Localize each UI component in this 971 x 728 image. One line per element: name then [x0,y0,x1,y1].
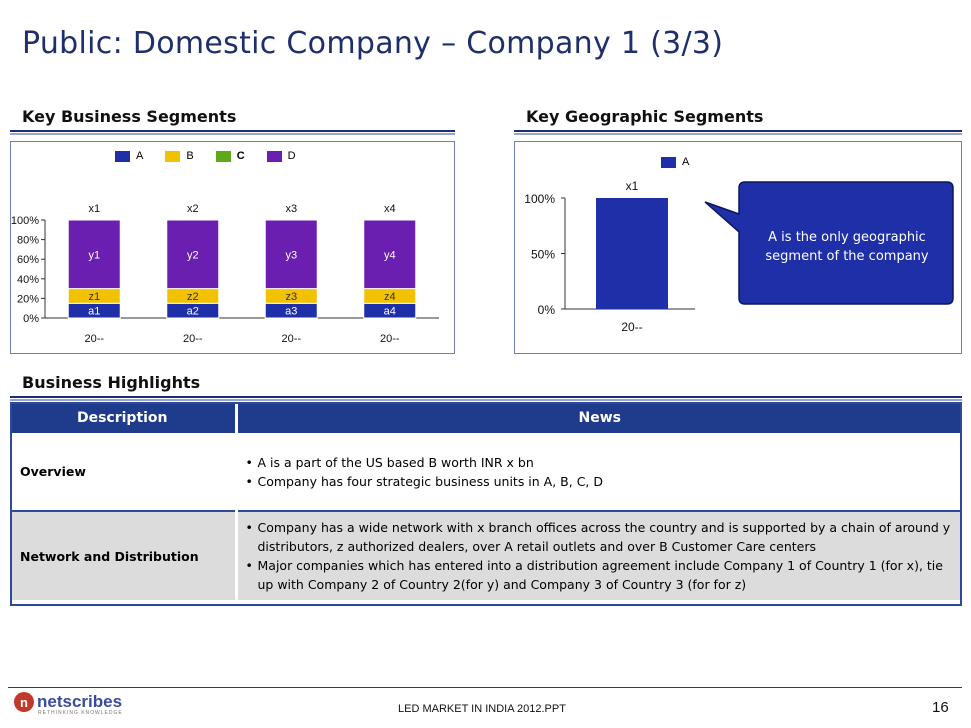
table-row: Network and Distribution Company has a w… [10,511,962,600]
x-tick-label: 20-- [183,333,203,345]
bar-total-label: x1 [88,203,100,215]
legend-item-a: A [115,150,143,162]
bar-segment-label: a1 [88,306,100,318]
bar-segment-label: y3 [285,249,297,261]
legend-swatch-d [266,150,282,162]
legend-label-geo-a: A [682,156,690,168]
slide-title: Public: Domestic Company – Company 1 (3/… [22,26,724,61]
header-news: News [236,402,962,433]
news-bullet: Major companies which has entered into a… [246,556,953,594]
legend-swatch-a [115,150,130,162]
y-tick-label: 60% [17,254,39,266]
geographic-segments-panel: A 0% 50% 100% x1 20-- A is the only geograph… [514,141,962,354]
news-list: Company has a wide network with x branch… [246,518,953,594]
y-tick-label: 20% [17,293,39,305]
bar-total-label: x1 [626,179,639,193]
legend-swatch-geo-a [661,156,676,168]
y-tick-label: 0% [538,303,556,317]
highlights-table: Description News Overview A is a part of… [10,402,962,600]
bar-segment-label: y2 [187,249,199,261]
page-number: 16 [932,699,949,716]
news-bullet: Company has a wide network with x branch… [246,518,953,556]
legend-swatch-c [215,150,231,162]
business-segments-heading: Key Business Segments [22,107,237,126]
bar-segment-label: a4 [384,306,396,318]
y-tick-label: 50% [531,248,555,262]
geographic-chart-legend: A [661,156,711,168]
y-tick-label: 40% [17,274,39,286]
y-tick-label: 0% [23,313,39,325]
legend-label-a: A [136,150,144,162]
business-highlights-heading: Business Highlights [22,373,201,392]
callout-shape [704,181,954,305]
business-segments-panel: A B C D 0% 20% 40% 60% 80% 100% a1 z1 y1 x1 20-- a2… [10,141,455,354]
stacked-bar-segment [264,219,318,290]
legend-label-d: D [287,150,296,162]
bar-segment-label: a2 [187,306,199,318]
news-list: A is a part of the US based B worth INR … [246,453,953,491]
legend-label-b: B [186,150,194,162]
bar-segment-label: z3 [285,291,297,303]
y-tick-label: 80% [17,235,39,247]
row-news-network: Company has a wide network with x branch… [236,511,962,600]
bar-total-label: x4 [384,203,396,215]
footer-rule [8,687,962,688]
row-news-overview: A is a part of the US based B worth INR … [236,433,962,512]
stacked-bar-segment [363,219,417,290]
bar-total-label: x3 [285,203,297,215]
header-description: Description [10,402,238,433]
logo-icon: n [14,692,34,712]
bar-segment-label: y1 [88,249,100,261]
news-bullet: A is a part of the US based B worth INR … [246,453,953,472]
business-highlights-rule [10,396,962,401]
logo-name: netscribes [37,692,123,711]
footer-filename: LED MARKET IN INDIA 2012.PPT [398,703,566,715]
legend-swatch-b [165,150,181,162]
row-label-network: Network and Distribution [10,511,238,600]
stacked-bar-segment [67,219,121,290]
geographic-segments-chart: 0% 50% 100% x1 20-- [524,179,954,334]
x-tick-label: 20-- [621,320,642,334]
legend-item-c: C [215,150,245,162]
netscribes-logo: n netscribes RETHINKING KNOWLEDGE [14,692,123,716]
bar-segment-label: z4 [384,291,396,303]
legend-label-c: C [236,150,245,162]
business-segments-rule [10,130,455,135]
bar-segment-label: z2 [187,291,199,303]
bar-total-label: x2 [187,203,199,215]
business-chart-legend: A B C D [115,150,318,162]
table-row: Overview A is a part of the US based B w… [10,433,962,512]
y-tick-label: 100% [524,192,555,206]
x-tick-label: 20-- [380,333,400,345]
legend-item-d: D [266,150,296,162]
legend-item-geo-a: A [661,156,689,168]
bar-segment-label: a3 [285,306,297,318]
geographic-segments-rule [514,130,962,135]
bar-segment-label: y4 [384,249,396,261]
x-tick-label: 20-- [281,333,301,345]
bar-a [596,198,668,309]
legend-item-b: B [165,150,194,162]
business-segments-chart: 0% 20% 40% 60% 80% 100% a1 z1 y1 x1 20-- a2 z2 y2 x2 20… [11,203,439,345]
bar-segment-label: z1 [88,291,100,303]
geographic-segments-heading: Key Geographic Segments [526,107,764,126]
news-bullet: Company has four strategic business unit… [246,472,953,491]
logo-tagline: RETHINKING KNOWLEDGE [38,710,123,716]
callout-text: A is the only geographic segment of the … [765,230,929,264]
row-label-overview: Overview [10,433,238,512]
table-header-row: Description News [10,402,962,433]
y-tick-label: 100% [11,215,39,227]
x-tick-label: 20-- [84,333,104,345]
stacked-bar-segment [166,219,220,290]
